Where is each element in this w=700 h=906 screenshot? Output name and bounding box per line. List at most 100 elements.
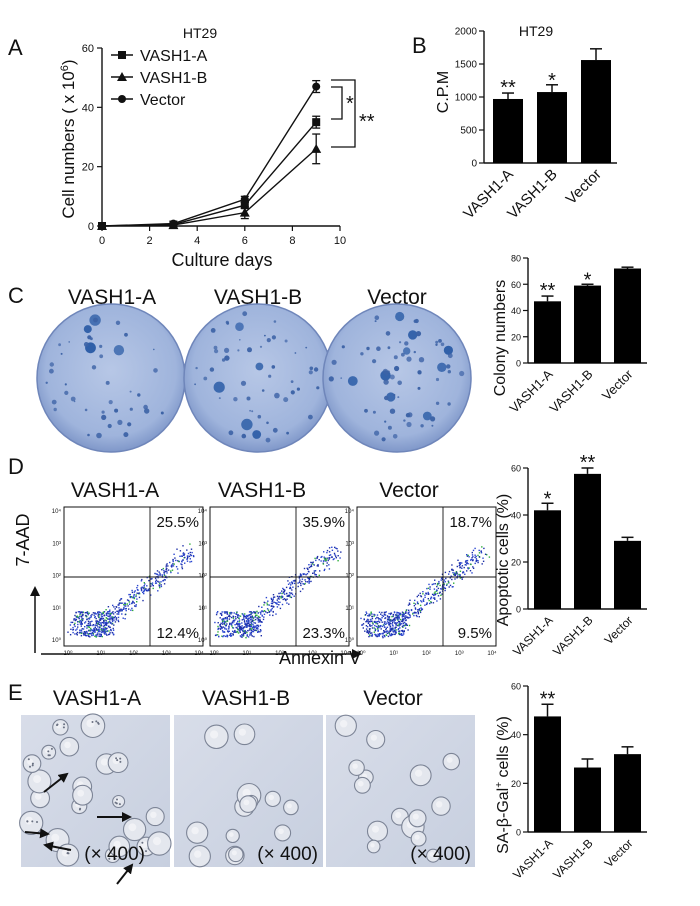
flow-event	[238, 624, 240, 626]
flow-event	[369, 634, 371, 636]
flow-event	[75, 629, 77, 631]
flow-event	[163, 571, 165, 574]
flow-event	[229, 615, 231, 618]
flow-event	[377, 617, 379, 619]
flow-event	[118, 602, 121, 604]
flow-event	[220, 612, 222, 615]
flow-event	[85, 631, 87, 633]
flow-event	[382, 615, 385, 617]
flow-event	[405, 609, 407, 611]
flow-event	[243, 621, 246, 623]
flow-event	[94, 615, 96, 618]
category-label-VASH1-A: VASH1-A	[510, 836, 556, 882]
flow-event	[369, 623, 371, 626]
flow-event	[221, 627, 223, 630]
flow-event	[430, 601, 432, 604]
flow-event	[187, 552, 190, 555]
flow-event	[163, 578, 166, 581]
colony	[247, 347, 252, 353]
significance-mark: *	[584, 269, 592, 291]
flow-event	[100, 623, 102, 625]
flow-event	[283, 593, 286, 595]
flow-event	[171, 566, 173, 568]
flow-event	[81, 617, 83, 619]
flow-event	[399, 614, 402, 616]
flow-y-tick: 10¹	[345, 606, 354, 612]
flow-event	[339, 557, 341, 559]
flow-event	[121, 609, 123, 611]
flow-event	[276, 603, 278, 605]
flow-event	[157, 580, 159, 583]
flow-event	[276, 595, 279, 597]
y-tick-label: 1500	[455, 60, 478, 71]
flow-event	[457, 575, 459, 577]
flow-event	[251, 615, 253, 617]
flow-event	[419, 592, 421, 595]
colony	[283, 397, 289, 403]
flow-event	[85, 615, 88, 618]
senescence-arrow	[43, 841, 72, 852]
flow-event	[268, 604, 270, 606]
flow-event	[312, 572, 314, 574]
flow-event	[240, 627, 242, 629]
granule	[114, 857, 117, 860]
flow-event	[370, 611, 372, 613]
flow-event	[230, 634, 232, 636]
legend-label-VASH1-A: VASH1-A	[140, 48, 208, 65]
flow-event	[87, 633, 89, 635]
bar-VASH1-B	[537, 92, 567, 163]
flow-event	[250, 634, 252, 636]
flow-event	[128, 593, 130, 596]
flow-event	[224, 628, 226, 630]
flow-event	[149, 582, 152, 585]
flow-event	[100, 615, 103, 617]
flow-event	[434, 591, 436, 593]
flow-event	[242, 630, 244, 633]
flow-x-tick: 10³	[455, 651, 464, 657]
flow-event	[99, 630, 101, 633]
flow-event	[417, 610, 419, 613]
flow-event	[387, 618, 390, 620]
flow-event	[82, 632, 84, 635]
flow-event	[420, 607, 422, 609]
flow-event	[389, 633, 391, 635]
legend-marker	[117, 72, 127, 81]
cell-highlight	[191, 826, 199, 835]
flow-event	[250, 612, 252, 614]
flow-event	[334, 554, 336, 556]
flow-event	[80, 623, 82, 625]
flow-event	[79, 612, 81, 615]
flow-event	[438, 592, 441, 594]
flow-event	[444, 571, 447, 574]
colony	[431, 424, 434, 427]
cell-highlight	[286, 803, 292, 809]
cell-highlight	[446, 757, 453, 763]
flow-event	[111, 623, 113, 625]
flow-event	[222, 620, 224, 622]
flow-event	[389, 625, 391, 627]
granule	[29, 765, 31, 768]
flow-event	[380, 618, 382, 621]
colony	[272, 427, 278, 433]
flow-event	[367, 619, 370, 621]
flow-event	[263, 610, 265, 612]
flow-event	[246, 617, 248, 620]
flow-event	[231, 627, 234, 629]
flow-event	[93, 627, 95, 630]
flow-event	[151, 584, 154, 586]
data-point-VASH1-A	[240, 201, 249, 210]
flow-event	[289, 586, 291, 589]
micrographs	[19, 713, 475, 885]
flow-event	[181, 561, 183, 563]
flow-event	[469, 570, 472, 572]
flow-event	[475, 560, 477, 562]
flow-event	[117, 619, 119, 621]
flow-event	[333, 558, 335, 560]
flow-event	[324, 568, 326, 571]
flow-event	[386, 632, 389, 634]
flow-event	[454, 578, 456, 580]
flow-event	[232, 617, 235, 619]
flow-event	[400, 618, 402, 621]
granule	[119, 760, 122, 763]
flow-event	[429, 586, 431, 588]
